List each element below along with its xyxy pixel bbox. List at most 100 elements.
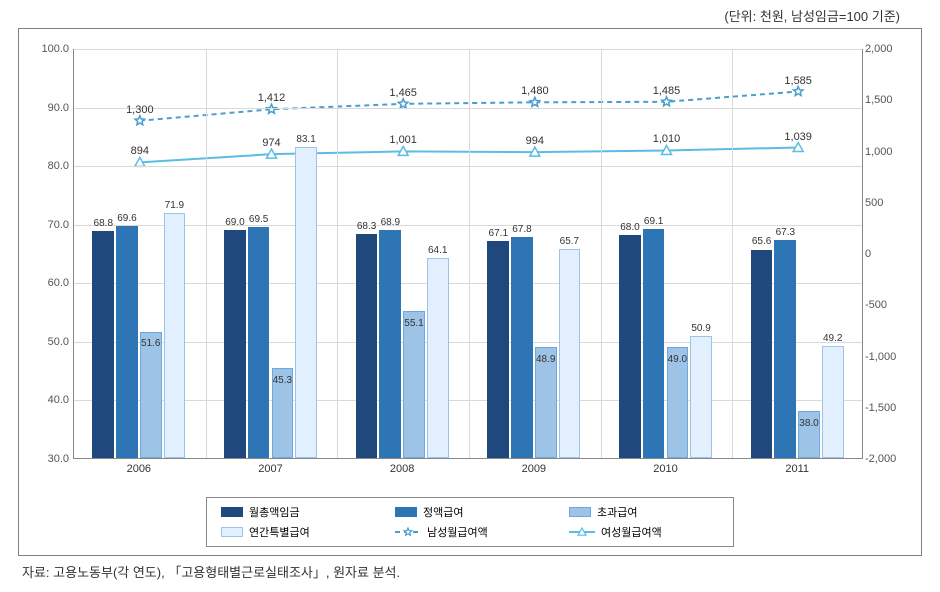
bar-s1 — [619, 235, 641, 458]
line-value-label: 1,001 — [383, 135, 423, 147]
bar-s4 — [559, 249, 581, 458]
y-left-tick: 70.0 — [33, 219, 69, 231]
line-value-label: 1,480 — [515, 85, 555, 97]
gridline — [74, 225, 862, 226]
legend-item-s4: 연간특별급여 — [221, 524, 371, 540]
legend-swatch — [221, 507, 243, 517]
gridline — [74, 283, 862, 284]
line-value-label: 1,039 — [778, 131, 818, 143]
legend: 월총액임금정액급여초과급여 연간특별급여남성월급여액여성월급여액 — [206, 497, 734, 547]
bar-value-label: 83.1 — [291, 134, 321, 145]
legend-label: 정액급여 — [423, 504, 463, 520]
legend-label: 연간특별급여 — [249, 524, 310, 540]
bar-s4 — [690, 336, 712, 458]
legend-label: 월총액임금 — [249, 504, 300, 520]
gridline — [74, 342, 862, 343]
bar-s4 — [295, 147, 317, 458]
bar-value-label: 69.6 — [112, 213, 142, 224]
line-value-label: 994 — [515, 135, 555, 147]
line-value-label: 1,010 — [647, 134, 687, 146]
y-right-tick: 0 — [865, 248, 907, 260]
bar-value-label: 67.3 — [770, 227, 800, 238]
marker-l2 — [793, 143, 803, 152]
x-tick: 2007 — [241, 463, 301, 475]
line-value-label: 974 — [252, 137, 292, 149]
legend-item-s1: 월총액임금 — [221, 504, 371, 520]
category-separator — [206, 49, 207, 458]
category-separator — [469, 49, 470, 458]
bar-value-label: 55.1 — [399, 318, 429, 329]
legend-label: 초과급여 — [597, 504, 637, 520]
bar-s2 — [116, 226, 138, 458]
bar-value-label: 71.9 — [159, 200, 189, 211]
legend-item-s2: 정액급여 — [395, 504, 545, 520]
plot-area: 68.869.651.671.969.069.545.383.168.368.9… — [73, 49, 863, 459]
bar-s4 — [427, 258, 449, 458]
chart-frame: 68.869.651.671.969.069.545.383.168.368.9… — [18, 28, 922, 556]
bar-s2 — [379, 230, 401, 458]
y-right-tick: -2,000 — [865, 453, 907, 465]
y-right-tick: -1,000 — [865, 351, 907, 363]
bar-s3 — [403, 311, 425, 458]
marker-l2 — [530, 147, 540, 156]
y-right-tick: 1,500 — [865, 94, 907, 106]
gridline — [74, 108, 862, 109]
bar-value-label: 68.9 — [375, 217, 405, 228]
category-separator — [337, 49, 338, 458]
bar-value-label: 45.3 — [267, 375, 297, 386]
source-text: 자료: 고용노동부(각 연도), 「고용형태별근로실태조사」, 원자료 분석. — [22, 562, 400, 581]
bar-value-label: 38.0 — [794, 418, 824, 429]
y-right-tick: -500 — [865, 299, 907, 311]
bar-value-label: 49.0 — [662, 354, 692, 365]
marker-l2 — [662, 145, 672, 154]
legend-swatch — [395, 526, 421, 538]
legend-swatch — [395, 507, 417, 517]
bar-s4 — [822, 346, 844, 458]
bar-value-label: 49.2 — [818, 333, 848, 344]
bar-s3 — [140, 332, 162, 459]
bar-s1 — [224, 230, 246, 458]
bar-value-label: 69.5 — [244, 214, 274, 225]
x-tick: 2009 — [504, 463, 564, 475]
marker-l1 — [267, 104, 277, 113]
y-left-tick: 30.0 — [33, 453, 69, 465]
bar-s1 — [356, 234, 378, 458]
line-value-label: 1,300 — [120, 104, 160, 116]
y-right-tick: -1,500 — [865, 402, 907, 414]
line-value-label: 1,465 — [383, 87, 423, 99]
marker-l2 — [267, 149, 277, 158]
line-value-label: 894 — [120, 146, 160, 158]
gridline — [74, 400, 862, 401]
unit-label: (단위: 천원, 남성임금=100 기준) — [724, 6, 900, 25]
legend-item-l2: 여성월급여액 — [569, 524, 719, 540]
y-left-tick: 60.0 — [33, 277, 69, 289]
x-tick: 2010 — [636, 463, 696, 475]
bar-value-label: 65.6 — [747, 236, 777, 247]
line-value-label: 1,585 — [778, 75, 818, 87]
bar-s2 — [248, 227, 270, 458]
y-left-tick: 100.0 — [33, 43, 69, 55]
gridline — [74, 166, 862, 167]
bar-s1 — [487, 241, 509, 458]
x-tick: 2008 — [372, 463, 432, 475]
marker-l2 — [398, 146, 408, 155]
bar-value-label: 67.8 — [507, 224, 537, 235]
y-left-tick: 50.0 — [33, 336, 69, 348]
marker-l1 — [135, 116, 145, 125]
category-separator — [601, 49, 602, 458]
bar-s2 — [643, 229, 665, 458]
line-value-label: 1,412 — [252, 92, 292, 104]
legend-swatch — [221, 527, 243, 537]
line-value-label: 1,485 — [647, 85, 687, 97]
category-separator — [732, 49, 733, 458]
marker-l1 — [793, 87, 803, 96]
legend-label: 여성월급여액 — [601, 524, 662, 540]
bar-value-label: 64.1 — [423, 245, 453, 256]
marker-l2 — [135, 157, 145, 166]
bar-s1 — [751, 250, 773, 459]
gridline — [74, 49, 862, 50]
bar-value-label: 69.1 — [639, 216, 669, 227]
bar-value-label: 50.9 — [686, 323, 716, 334]
y-left-tick: 90.0 — [33, 102, 69, 114]
bar-s2 — [774, 240, 796, 458]
